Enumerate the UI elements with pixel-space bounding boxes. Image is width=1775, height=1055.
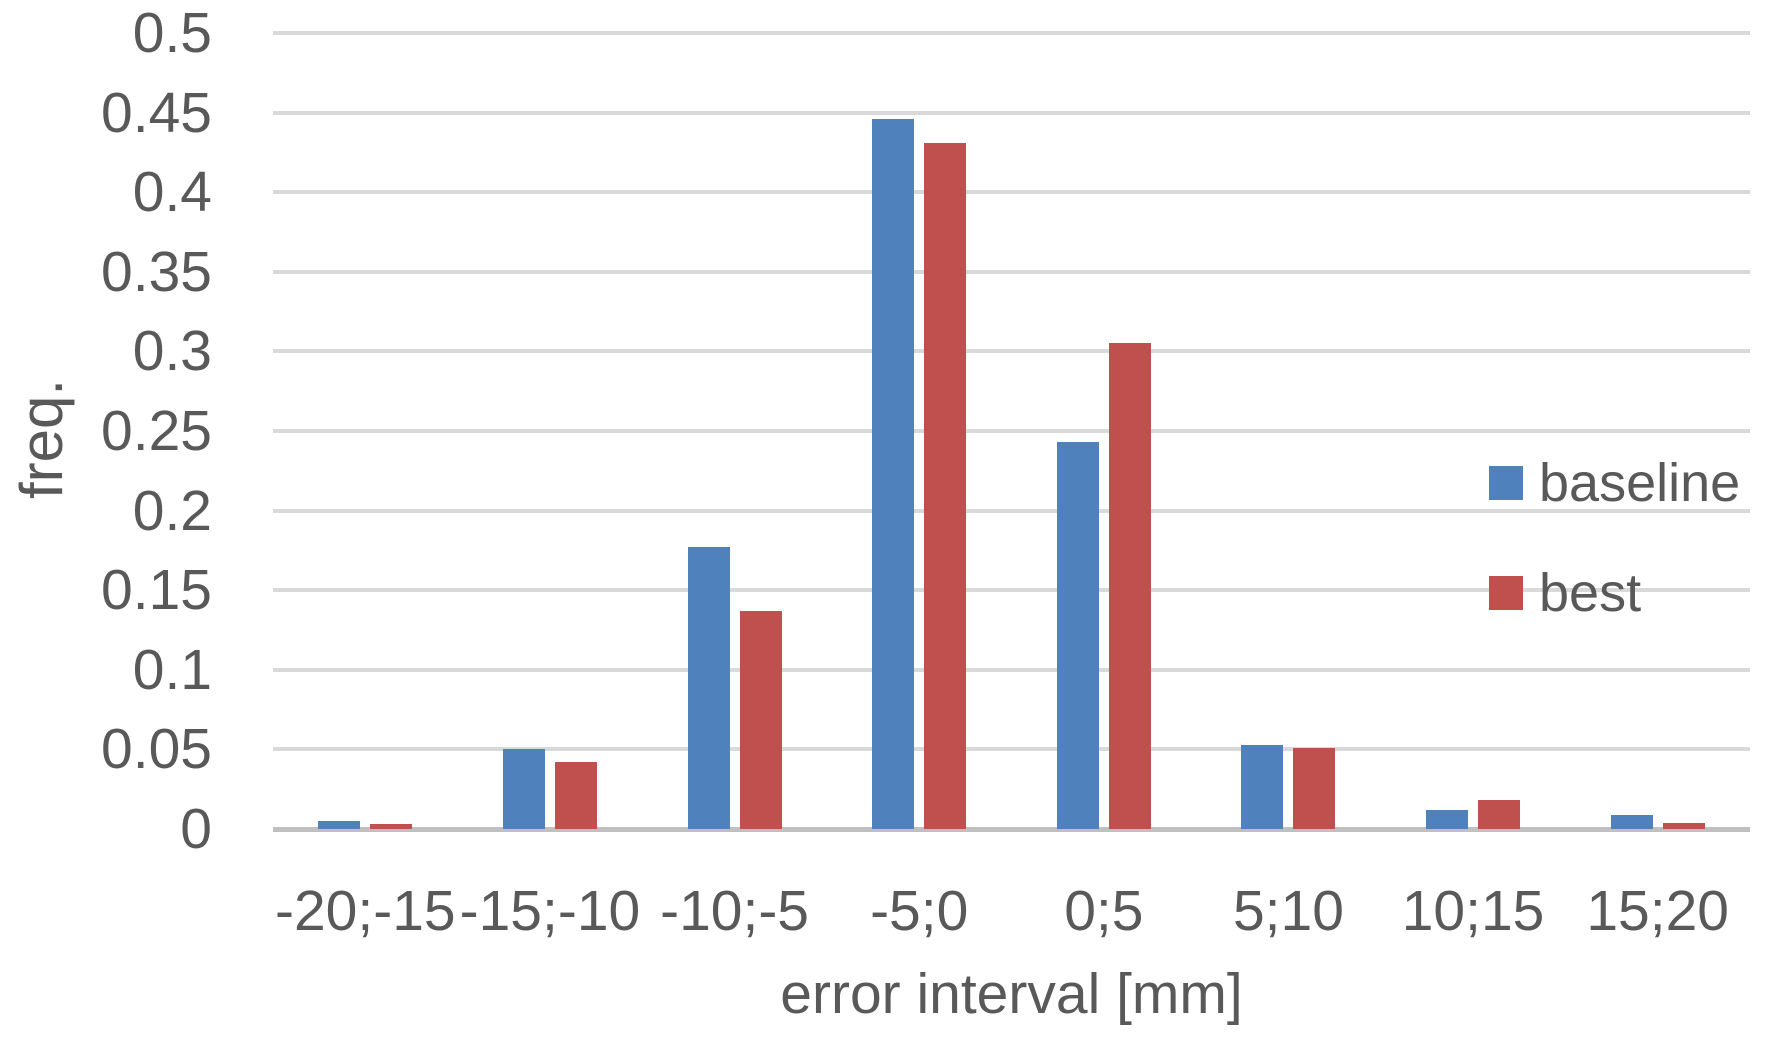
y-tick-label: 0.15 xyxy=(101,558,212,623)
bar-group xyxy=(1012,33,1197,829)
gridline xyxy=(273,508,1750,513)
bar-group xyxy=(1381,33,1566,829)
x-tick-label: 10;15 xyxy=(1401,879,1545,943)
gridline xyxy=(273,667,1750,672)
bar-baseline xyxy=(1056,442,1099,829)
legend-swatch-best xyxy=(1489,576,1523,610)
gridline xyxy=(273,588,1750,593)
legend-label: best xyxy=(1539,563,1642,623)
bar-best xyxy=(739,610,782,829)
bar-baseline xyxy=(1241,744,1284,829)
legend-item-best: best xyxy=(1489,558,1740,628)
bar-best xyxy=(1293,747,1336,829)
bar-best xyxy=(1478,800,1521,829)
x-tick-label: 0;5 xyxy=(1064,879,1144,943)
bar-best xyxy=(1662,822,1705,829)
y-tick-label: 0.2 xyxy=(132,478,212,543)
x-tick-label: -15;-10 xyxy=(459,879,641,943)
bar-group xyxy=(458,33,643,829)
x-axis-title: error interval [mm] xyxy=(780,962,1243,1026)
y-tick-label: 0.25 xyxy=(101,399,212,463)
legend-swatch-baseline xyxy=(1489,466,1523,500)
bar-baseline xyxy=(1610,814,1653,829)
y-tick-label: 0.45 xyxy=(101,80,212,145)
bar-group xyxy=(827,33,1012,829)
gridline xyxy=(273,349,1750,354)
x-tick-label: -5;0 xyxy=(870,879,969,943)
gridline xyxy=(273,31,1750,35)
bar-baseline xyxy=(687,547,730,829)
bar-best xyxy=(554,762,597,829)
y-tick-label: 0 xyxy=(180,797,212,861)
legend-item-baseline: baseline xyxy=(1489,448,1740,518)
gridline xyxy=(273,429,1750,433)
gridline xyxy=(273,747,1750,752)
legend: baseline best xyxy=(1489,448,1740,668)
bar-group xyxy=(1565,33,1750,829)
bar-best xyxy=(924,142,967,829)
x-tick-label: -20;-15 xyxy=(275,879,456,943)
bar-groups xyxy=(273,33,1750,829)
gridline xyxy=(273,110,1750,115)
plot-area xyxy=(273,31,1750,832)
bar-best xyxy=(1108,343,1151,829)
x-tick-label: 15;20 xyxy=(1586,879,1729,943)
gridline xyxy=(273,269,1750,274)
bar-group xyxy=(1196,33,1381,829)
bar-best xyxy=(370,824,413,829)
legend-label: baseline xyxy=(1539,453,1741,513)
bar-baseline xyxy=(502,749,545,829)
y-tick-label: 0.1 xyxy=(132,637,212,702)
x-axis-tick-labels: -20;-15 -15;-10 -10;-5 -5;0 0;5 5;10 10;15 15;2… xyxy=(273,880,1750,942)
y-tick-label: 0.4 xyxy=(132,160,212,225)
y-tick-label: 0.3 xyxy=(132,319,212,384)
x-tick-label: 5;10 xyxy=(1232,879,1344,943)
x-tick-label: -10;-5 xyxy=(660,879,810,943)
y-tick-label: 0.5 xyxy=(132,1,212,65)
bar-baseline xyxy=(1426,809,1469,829)
bar-baseline xyxy=(318,821,361,829)
bar-group xyxy=(642,33,827,829)
bar-baseline xyxy=(872,118,915,829)
y-tick-label: 0.05 xyxy=(101,717,212,782)
bar-group xyxy=(273,33,458,829)
gridline xyxy=(273,190,1750,195)
y-tick-label: 0.35 xyxy=(101,239,212,304)
x-axis-line xyxy=(273,827,1750,832)
